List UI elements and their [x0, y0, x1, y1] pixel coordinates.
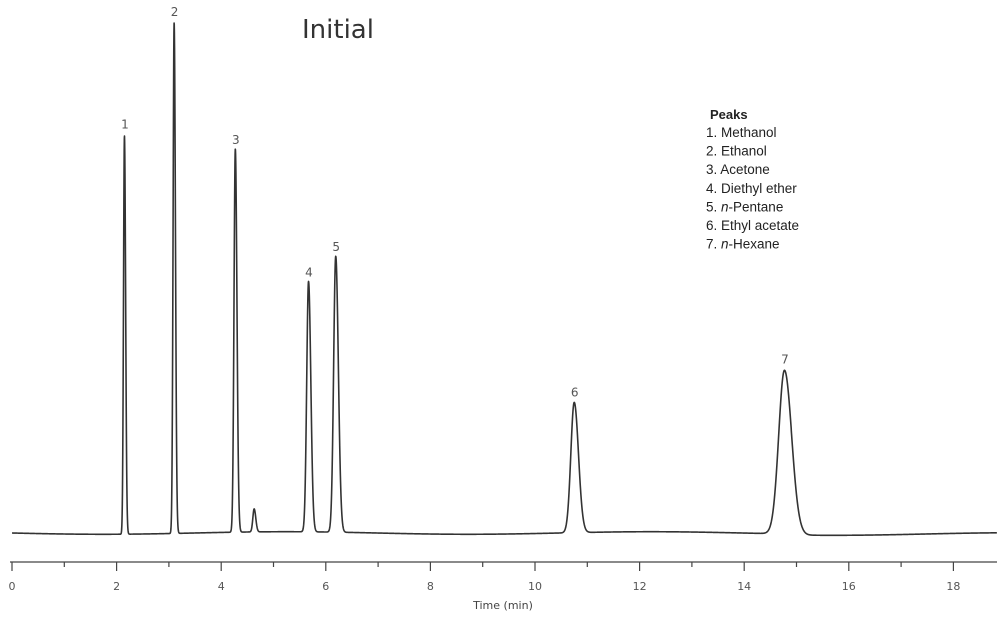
legend-item-number: 2.: [706, 144, 721, 159]
peak-label-7: 7: [781, 353, 789, 367]
x-tick-label-16: 16: [842, 580, 856, 593]
x-tick-label-14: 14: [737, 580, 751, 593]
x-tick-label-8: 8: [427, 580, 434, 593]
legend-item-name: Methanol: [721, 125, 777, 140]
peak-label-3: 3: [232, 133, 240, 147]
x-tick-label-18: 18: [946, 580, 960, 593]
legend-item-name: Ethyl acetate: [721, 218, 799, 233]
legend-item-number: 5.: [706, 199, 721, 214]
legend-item-number: 6.: [706, 218, 721, 233]
x-tick-label-6: 6: [322, 580, 329, 593]
peak-label-2: 2: [171, 5, 179, 19]
legend-title: Peaks: [710, 107, 748, 122]
legend-item-name: Ethanol: [721, 144, 767, 159]
chart-title: Initial: [302, 15, 374, 45]
legend-item-number: 4.: [706, 181, 721, 196]
legend-item-3: 3. Acetone: [706, 162, 770, 177]
legend-item-4: 4. Diethyl ether: [706, 181, 797, 196]
legend-item-7: 7. n-Hexane: [706, 237, 780, 252]
legend-item-1: 1. Methanol: [706, 125, 777, 140]
x-tick-label-4: 4: [218, 580, 225, 593]
legend-item-name: -Hexane: [729, 237, 780, 252]
peak-label-1: 1: [121, 117, 129, 131]
legend-item-number: 1.: [706, 125, 721, 140]
peak-label-6: 6: [571, 386, 579, 400]
x-tick-label-0: 0: [9, 580, 16, 593]
legend-item-5: 5. n-Pentane: [706, 199, 783, 214]
legend-item-italic-prefix: n: [721, 199, 729, 214]
peak-label-5: 5: [332, 240, 340, 254]
legend-item-name: Acetone: [720, 162, 770, 177]
peak-label-4: 4: [305, 266, 313, 280]
x-tick-label-2: 2: [113, 580, 120, 593]
legend-item-6: 6. Ethyl acetate: [706, 218, 799, 233]
x-tick-label-12: 12: [633, 580, 647, 593]
legend-item-name: Diethyl ether: [721, 181, 797, 196]
chromatogram-trace: [11, 22, 997, 537]
legend-item-number: 3.: [706, 162, 720, 177]
legend-item-2: 2. Ethanol: [706, 144, 767, 159]
legend-item-name: -Pentane: [729, 199, 784, 214]
legend-item-number: 7.: [706, 237, 721, 252]
legend-item-italic-prefix: n: [721, 237, 729, 252]
x-axis-label: Time (min): [472, 599, 533, 612]
x-tick-label-10: 10: [528, 580, 542, 593]
